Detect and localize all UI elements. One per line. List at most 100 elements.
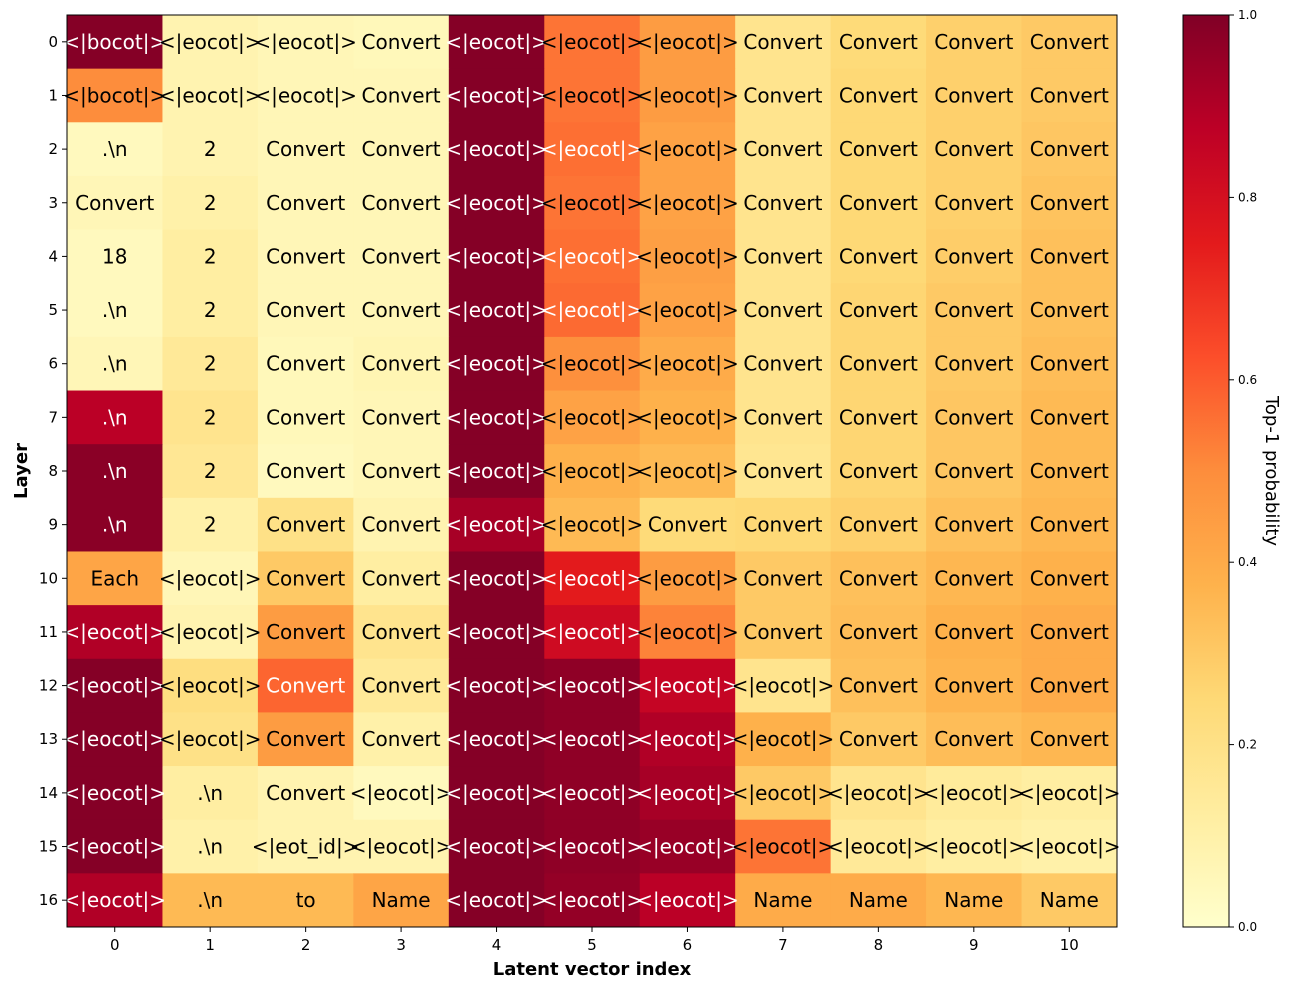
heatmap-cell — [448, 712, 545, 767]
cell-token-label: <|eocot|> — [445, 674, 548, 698]
heatmap-cell — [830, 122, 927, 177]
cell-token-label: Convert — [1030, 137, 1109, 161]
cell-token-label: Name — [944, 888, 1003, 912]
cell-token-label: .\n — [197, 835, 223, 859]
cell-token-label: <|eocot|> — [159, 566, 262, 590]
heatmap-cell — [353, 122, 450, 177]
heatmap-cell — [257, 229, 354, 284]
heatmap-cell — [639, 605, 736, 660]
heatmap-cell — [448, 15, 545, 70]
heatmap-cell — [257, 497, 354, 552]
heatmap-cell — [1021, 605, 1118, 660]
y-tick-label: 7 — [48, 408, 58, 426]
heatmap-cell — [830, 766, 927, 821]
cell-token-label: <|eocot|> — [445, 888, 548, 912]
heatmap-cell — [639, 551, 736, 606]
heatmap-cell — [448, 122, 545, 177]
heatmap-cell — [544, 15, 641, 70]
heatmap-cell — [544, 712, 641, 767]
cell-token-label: Convert — [362, 513, 441, 537]
cell-token-label: 2 — [204, 191, 217, 215]
heatmap-cell — [639, 175, 736, 231]
cell-token-label: Convert — [839, 83, 918, 107]
cell-token-label: Convert — [1030, 727, 1109, 751]
heatmap-cell — [830, 551, 927, 606]
heatmap-cell — [162, 15, 259, 70]
cell-token-label: <|eocot|> — [254, 83, 357, 107]
x-tick-label: 5 — [587, 936, 597, 954]
colorbar-tick-label: 1.0 — [1238, 8, 1257, 22]
cell-token-label: Convert — [1030, 620, 1109, 644]
heatmap-cell — [926, 873, 1023, 928]
heatmap-cell — [448, 390, 545, 445]
cell-token-label: Convert — [839, 191, 918, 215]
heatmap-cell — [830, 444, 927, 499]
heatmap-cell — [830, 15, 927, 70]
heatmap-cell — [926, 658, 1023, 713]
cell-token-label: Convert — [1030, 405, 1109, 429]
cell-token-label: 2 — [204, 513, 217, 537]
heatmap-cell — [1021, 283, 1118, 338]
cell-token-label: <|eocot|> — [732, 781, 835, 805]
cell-token-label: <|eocot|> — [159, 30, 262, 54]
cell-token-label: <|eocot|> — [445, 352, 548, 376]
heatmap-cell — [639, 497, 736, 552]
heatmap-cell — [448, 444, 545, 499]
heatmap-cell — [926, 712, 1023, 767]
cell-token-label: Convert — [934, 405, 1013, 429]
cell-token-label: Convert — [1030, 459, 1109, 483]
heatmap-cell — [639, 68, 736, 123]
heatmap-cell — [926, 283, 1023, 338]
cell-token-label: Convert — [266, 674, 345, 698]
heatmap-cell — [1021, 873, 1118, 928]
cell-token-label: <|eocot|> — [63, 727, 166, 751]
heatmap-cell — [544, 497, 641, 552]
heatmap-cell — [353, 283, 450, 338]
cell-token-label: Convert — [362, 137, 441, 161]
cell-token-label: Convert — [266, 137, 345, 161]
heatmap-cell — [830, 175, 927, 231]
heatmap-cell — [67, 551, 163, 606]
heatmap-cell — [448, 336, 545, 392]
heatmap-cell — [67, 390, 163, 445]
heatmap-cells — [67, 15, 1118, 928]
heatmap-cell — [448, 551, 545, 606]
cell-token-label: .\n — [197, 781, 223, 805]
cell-token-label: <|eocot|> — [636, 566, 739, 590]
heatmap-cell — [830, 497, 927, 552]
cell-token-label: Convert — [362, 298, 441, 322]
cell-token-label: Convert — [266, 298, 345, 322]
heatmap-cell — [67, 283, 163, 338]
heatmap-cell — [448, 175, 545, 231]
heatmap-cell — [448, 873, 545, 928]
heatmap-cell — [257, 68, 354, 123]
heatmap-cell — [926, 122, 1023, 177]
cell-token-label: Convert — [839, 298, 918, 322]
heatmap-cell — [257, 444, 354, 499]
heatmap-cell — [544, 229, 641, 284]
heatmap-cell — [162, 283, 259, 338]
cell-token-label: Convert — [266, 727, 345, 751]
cell-token-label: <|eocot|> — [636, 30, 739, 54]
cell-token-label: <|eocot|> — [445, 835, 548, 859]
heatmap-cell — [162, 444, 259, 499]
heatmap-cell — [735, 766, 832, 821]
heatmap-cell — [830, 390, 927, 445]
heatmap-cell — [1021, 497, 1118, 552]
cell-token-label: Convert — [743, 405, 822, 429]
colorbar-ticks: 0.0 0.2 0.4 0.6 0.8 1.0 — [1229, 8, 1257, 934]
heatmap-cell-labels: <|bocot|><|eocot|><|eocot|> Convert <|eoco… — [63, 30, 1120, 912]
colorbar-tick-label: 0.2 — [1238, 738, 1257, 752]
cell-token-label: <|eocot|> — [445, 459, 548, 483]
heatmap-cell — [1021, 712, 1118, 767]
heatmap-cell — [735, 658, 832, 713]
colorbar-tick-label: 0.0 — [1238, 920, 1257, 934]
cell-token-label: Convert — [934, 727, 1013, 751]
heatmap-cell — [639, 15, 736, 70]
heatmap-cell — [67, 819, 163, 874]
heatmap-cell — [544, 605, 641, 660]
heatmap-cell — [830, 873, 927, 928]
cell-token-label: <|eocot|> — [445, 781, 548, 805]
